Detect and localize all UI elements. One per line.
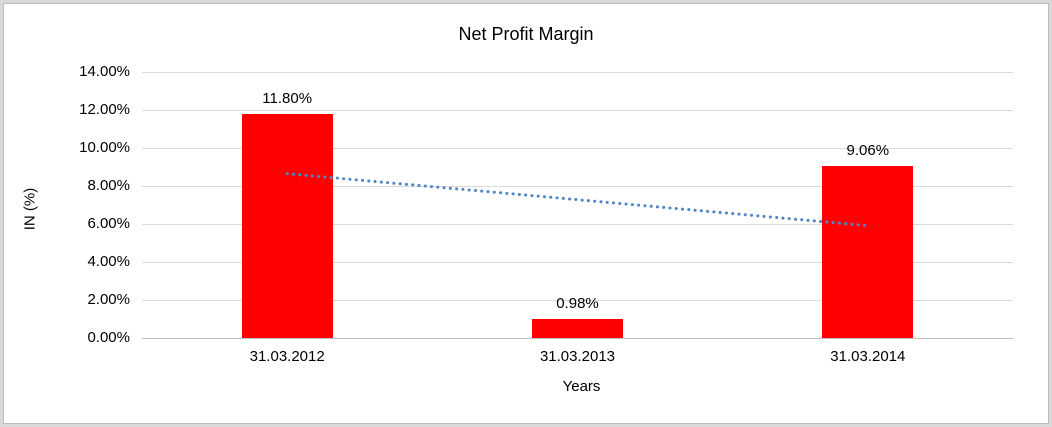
y-tick-label: 0.00%	[87, 329, 130, 346]
gridline	[142, 148, 1013, 149]
bar	[241, 113, 333, 338]
chart-title: Net Profit Margin	[458, 24, 594, 44]
gridline	[142, 186, 1013, 187]
bar-value-label: 9.06%	[846, 141, 890, 159]
y-tick-label: 6.00%	[87, 215, 130, 232]
x-axis-line	[142, 338, 1013, 339]
bar	[532, 319, 623, 338]
bar-value-label: 11.80%	[262, 89, 313, 107]
gridline	[142, 224, 1013, 225]
x-axis-title: Years	[562, 378, 601, 395]
gridline	[142, 72, 1013, 73]
y-tick-label: 12.00%	[79, 101, 130, 118]
gridline	[142, 262, 1013, 263]
bar-value-label: 0.98%	[556, 295, 599, 313]
y-tick-label: 10.00%	[79, 139, 130, 156]
x-tick-label: 31.03.2012	[249, 348, 325, 365]
gridline	[142, 110, 1013, 111]
y-tick-label: 4.00%	[87, 253, 130, 270]
x-tick-label: 31.03.2014	[830, 348, 906, 365]
y-tick-label: 8.00%	[87, 177, 130, 194]
y-tick-label: 14.00%	[79, 63, 130, 80]
gridline	[142, 300, 1013, 301]
bar	[822, 165, 914, 338]
y-tick-label: 2.00%	[87, 291, 130, 308]
x-tick-label: 31.03.2013	[539, 348, 616, 365]
